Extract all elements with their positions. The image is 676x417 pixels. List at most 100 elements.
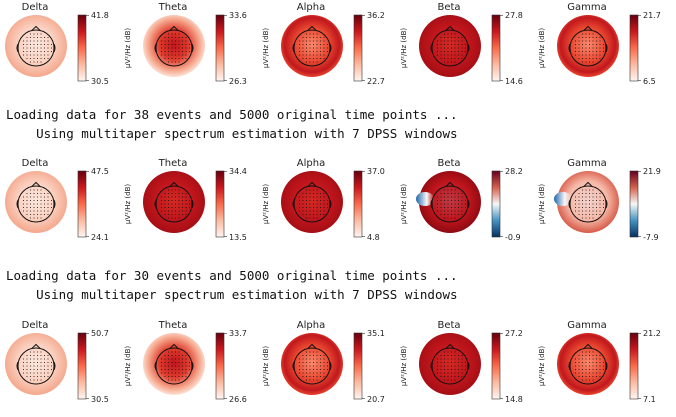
sensor-dot (40, 36, 42, 39)
sensor-dot (436, 361, 439, 364)
sensor-dot (578, 50, 580, 53)
colorbar-gradient (629, 14, 639, 82)
sensor-dot (443, 192, 446, 195)
sensor-dot (22, 47, 25, 49)
sensor-dot (588, 50, 591, 53)
sensor-dot (450, 379, 453, 381)
sensor-dot (461, 199, 463, 202)
sensor-dot (585, 358, 587, 360)
sensor-dot (457, 196, 460, 198)
sensor-dot (171, 368, 173, 371)
sensor-dot (599, 54, 601, 56)
sensor-dot (319, 368, 322, 371)
sensor-dot (447, 365, 449, 367)
sensor-dot (178, 196, 180, 198)
sensor-dot (581, 192, 584, 195)
sensor-dot (302, 43, 304, 46)
sensor-dot (599, 50, 601, 53)
sensor-dot (574, 43, 577, 46)
sensor-dot (174, 50, 177, 53)
sensor-dot (40, 210, 42, 212)
sensor-dot (599, 365, 601, 367)
sensor-dot (181, 43, 184, 46)
sensor-dot (26, 368, 28, 371)
colorbar: 36.2 22.7 µV²/Hz (dB) (353, 11, 408, 86)
sensor-dot (581, 57, 584, 60)
colorbar-min-label: -7.9 (643, 233, 659, 242)
sensor-dot (461, 206, 463, 209)
sensor-dot (588, 189, 591, 191)
sensor-dot (178, 199, 180, 202)
sensor-dot (174, 213, 177, 216)
sensor-dot (447, 61, 449, 63)
sensor-dot (26, 210, 28, 212)
sensor-dot (312, 47, 315, 49)
sensor-dot (185, 213, 187, 216)
sensor-dot (43, 43, 46, 46)
sensor-dot (36, 354, 39, 357)
sensor-dot (171, 358, 173, 360)
sensor-dot (29, 206, 32, 209)
sensor-dot (26, 196, 28, 198)
sensor-dot (50, 50, 53, 53)
topomap-panel-theta: Theta 34.4 13.5 µV²/Hz (dB) (138, 156, 270, 248)
sensor-dot (167, 365, 170, 367)
sensor-dot (22, 199, 25, 202)
sensor-dot (595, 206, 598, 209)
sensor-dot (47, 47, 49, 49)
sensor-dot (171, 206, 173, 209)
sensor-dot (574, 361, 577, 364)
sensor-dot (309, 40, 311, 42)
sensor-dot (592, 61, 594, 63)
sensor-dot (171, 57, 173, 60)
sensor-dot (174, 368, 177, 371)
sensor-dot (178, 206, 180, 209)
sensor-dot (29, 57, 32, 60)
sensor-dot (47, 203, 49, 205)
sensor-dot (312, 372, 315, 374)
sensor-dot (461, 213, 463, 216)
sensor-dot (29, 36, 32, 39)
sensor-dot (588, 210, 591, 212)
sensor-dot (443, 54, 446, 56)
sensor-dot (47, 50, 49, 53)
sensor-dot (457, 36, 460, 39)
sensor-dot (181, 196, 184, 198)
sensor-dot (595, 40, 598, 42)
nose-outline (445, 181, 455, 187)
sensor-dot (167, 213, 170, 216)
sensor-dot (26, 213, 28, 216)
sensor-dot (29, 50, 32, 53)
sensor-dot (323, 57, 325, 60)
sensor-dot (188, 203, 191, 205)
sensor-dot (436, 368, 439, 371)
sensor-dot (312, 36, 315, 39)
sensor-dot (29, 61, 32, 63)
sensor-dot (309, 36, 311, 39)
sensor-dot (171, 361, 173, 364)
sensor-dot (302, 375, 304, 378)
colorbar-min-label: 26.3 (229, 77, 247, 86)
sensor-dot (316, 57, 318, 60)
sensor-dot (461, 358, 463, 360)
sensor-dot (188, 47, 191, 49)
sensor-dot (585, 203, 587, 205)
colorbar-gradient (215, 332, 225, 400)
sensor-dot (298, 43, 301, 46)
sensor-dot (33, 189, 35, 191)
topomap-field (281, 333, 343, 395)
sensor-dot (309, 43, 311, 46)
sensor-dot (167, 358, 170, 360)
sensor-dot (174, 361, 177, 364)
nose-outline (307, 181, 317, 187)
head-outline (293, 347, 331, 385)
sensor-dot (443, 210, 446, 212)
log-line: Loading data for 30 events and 5000 orig… (6, 268, 458, 283)
sensor-dot (33, 36, 35, 39)
sensor-dot (298, 365, 301, 367)
sensor-dot (436, 43, 439, 46)
sensor-dot (29, 368, 32, 371)
sensor-dot (36, 217, 39, 219)
sensor-dot (578, 203, 580, 205)
sensor-dot (326, 365, 329, 367)
